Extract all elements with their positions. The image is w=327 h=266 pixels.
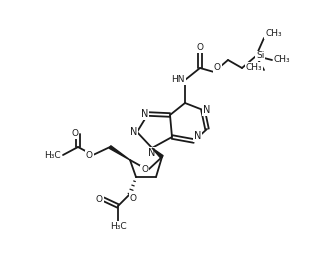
Text: H₃C: H₃C xyxy=(44,151,61,160)
Text: O: O xyxy=(86,151,93,160)
Text: Si: Si xyxy=(256,52,264,60)
Text: CH₃: CH₃ xyxy=(245,63,262,72)
Text: CH₃: CH₃ xyxy=(265,29,282,38)
Text: O: O xyxy=(214,63,221,72)
Polygon shape xyxy=(109,146,130,160)
Text: O: O xyxy=(197,43,203,52)
Text: H₃C: H₃C xyxy=(110,222,126,231)
Text: O: O xyxy=(141,165,148,174)
Text: O: O xyxy=(130,194,137,203)
Text: N: N xyxy=(141,109,148,119)
Text: CH₃: CH₃ xyxy=(274,56,291,64)
Text: N: N xyxy=(203,105,210,115)
Polygon shape xyxy=(152,148,163,158)
Text: O: O xyxy=(71,130,78,139)
Text: N: N xyxy=(148,148,156,158)
Text: HN: HN xyxy=(171,76,185,85)
Text: N: N xyxy=(129,127,137,137)
Text: O: O xyxy=(96,194,103,203)
Text: N: N xyxy=(194,131,201,141)
